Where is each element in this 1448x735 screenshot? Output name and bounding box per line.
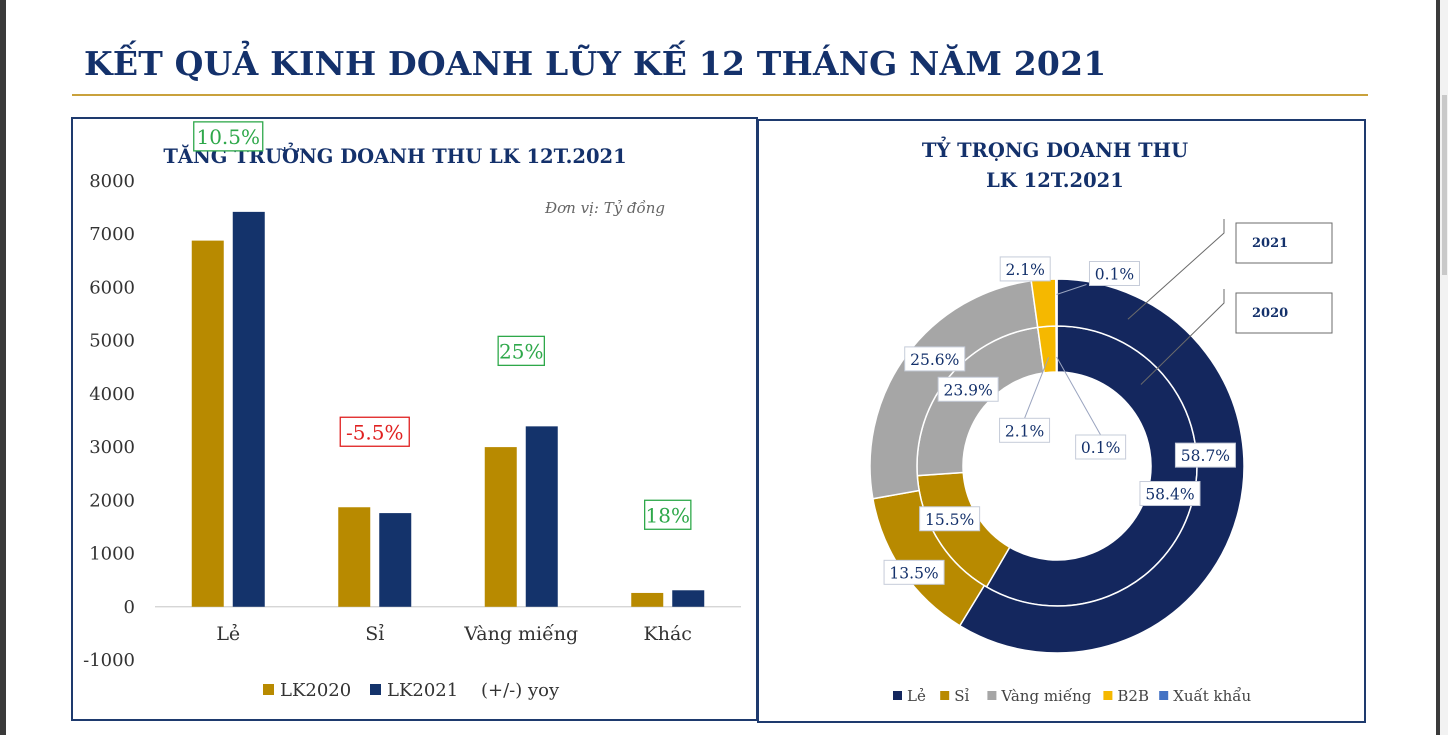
x-tick-label: Vàng miếng (463, 623, 578, 645)
y-tick-label: 4000 (89, 384, 135, 405)
yoy-label-box (497, 335, 545, 367)
y-tick-label: 6000 (89, 277, 135, 298)
data-label-2021-vang-mieng: 25.6% (910, 351, 959, 369)
yoy-label-box (339, 416, 410, 447)
data-label-2021-xuat-khau: 0.1% (1095, 266, 1134, 284)
donut-slice-2021-le (958, 278, 1245, 654)
y-tick-label: 7000 (89, 224, 135, 245)
data-label-box (919, 506, 981, 532)
bar-chart: TĂNG TRƯỞNG DOANH THU LK 12T.2021 Đơn vị… (83, 121, 741, 701)
scrollbar-thumb[interactable] (1442, 95, 1447, 275)
label-leader-line (1024, 357, 1050, 419)
x-tick-label: Khác (644, 623, 692, 645)
bar-lk2021-khac (672, 590, 705, 607)
data-label-box (999, 256, 1051, 282)
legend-swatch-vang-mieng (987, 691, 997, 700)
x-tick-label: Sỉ (365, 623, 384, 645)
yoy-label: 10.5% (196, 125, 260, 149)
bar-lk2021-si (379, 513, 412, 607)
callout-label-2021: 2021 (1252, 236, 1288, 251)
data-label-box (904, 346, 966, 372)
legend-swatch-le (893, 691, 902, 700)
bar-lk2020-vang-mieng (484, 447, 517, 607)
yoy-label-box (644, 499, 692, 530)
callout-leader-line (1127, 219, 1225, 320)
legend-swatch-lk2021 (370, 684, 381, 695)
legend-swatch-lk2020 (263, 684, 274, 695)
bar-lk2020-khac (631, 592, 664, 607)
data-label-box (1075, 434, 1127, 460)
yoy-label-box (193, 121, 264, 152)
y-tick-label: -1000 (83, 650, 135, 671)
scrollbar-track[interactable] (1440, 0, 1448, 735)
legend-label-lk2020: LK2020 (280, 680, 351, 701)
legend-label-yoy: (+/-) yoy (481, 680, 560, 701)
title-divider (72, 94, 1368, 96)
y-tick-label: 5000 (89, 331, 135, 352)
data-label-box (1139, 481, 1201, 507)
yoy-label: 25% (499, 339, 543, 363)
data-label-box (937, 376, 999, 402)
data-label-2020-xuat-khau: 0.1% (1081, 439, 1120, 457)
legend-swatch-si (940, 691, 950, 700)
page-title: KẾT QUẢ KINH DOANH LŨY KẾ 12 THÁNG NĂM 2… (84, 44, 1107, 83)
callout-label-2020: 2020 (1252, 306, 1288, 321)
data-label-box (999, 417, 1051, 443)
y-tick-label: 3000 (89, 437, 135, 458)
label-leader-line (1056, 284, 1087, 295)
data-label-2021-si: 13.5% (889, 564, 938, 582)
bar-lk2021-le (232, 211, 265, 607)
callout-box-2021 (1235, 222, 1333, 264)
data-label-2020-b2b: 2.1% (1005, 422, 1044, 440)
donut-chart-panel: TỶ TRỌNG DOANH THU LK 12T.2021 2021 2020 … (757, 119, 1366, 723)
legend-swatch-b2b (1103, 691, 1113, 700)
donut-title-line1: TỶ TRỌNG DOANH THU (922, 134, 1188, 162)
data-label-box (883, 559, 945, 585)
bar-lk2020-le (191, 240, 224, 607)
donut-chart: TỶ TRỌNG DOANH THU LK 12T.2021 20212020 … (869, 134, 1333, 705)
legend-label-xuat-khau: Xuất khẩu (1173, 687, 1251, 705)
data-label-2021-b2b: 2.1% (1006, 261, 1045, 279)
legend-label-b2b: B2B (1117, 687, 1149, 705)
bar-lk2021-vang-mieng (525, 426, 558, 607)
unit-note: Đơn vị: Tỷ đồng (544, 199, 665, 217)
bar-lk2020-si (338, 507, 371, 607)
y-tick-label: 2000 (89, 490, 135, 511)
window-frame-left (0, 0, 6, 735)
y-tick-label: 0 (124, 597, 135, 618)
donut-slice-2020-xuat-khau (1055, 325, 1058, 373)
donut-slice-2021-xuat-khau (1055, 278, 1058, 327)
data-label-2020-vang-mieng: 23.9% (944, 381, 993, 399)
donut-title-line2: LK 12T.2021 (986, 169, 1124, 192)
data-label-box (1088, 261, 1140, 287)
callout-leader-line (1140, 289, 1225, 385)
legend-label-le: Lẻ (907, 687, 926, 705)
legend-label-lk2021: LK2021 (387, 680, 458, 701)
data-label-box (1174, 442, 1236, 468)
y-tick-label: 1000 (89, 544, 135, 565)
callout-box-2020 (1235, 292, 1333, 334)
yoy-label: -5.5% (346, 420, 404, 444)
x-tick-label: Lẻ (216, 623, 240, 645)
bar-chart-panel: TĂNG TRƯỞNG DOANH THU LK 12T.2021 Đơn vị… (71, 117, 758, 721)
legend-label-vang-mieng: Vàng miếng (1000, 687, 1091, 705)
label-leader-line (1056, 356, 1102, 436)
data-label-2021-le: 58.7% (1181, 447, 1230, 465)
y-tick-label: 8000 (89, 171, 135, 192)
data-label-2020-le: 58.4% (1145, 486, 1194, 504)
legend-swatch-xuat-khau (1159, 691, 1169, 700)
data-label-2020-si: 15.5% (925, 511, 974, 529)
legend-label-si: Sỉ (954, 687, 969, 705)
yoy-label: 18% (646, 503, 690, 527)
